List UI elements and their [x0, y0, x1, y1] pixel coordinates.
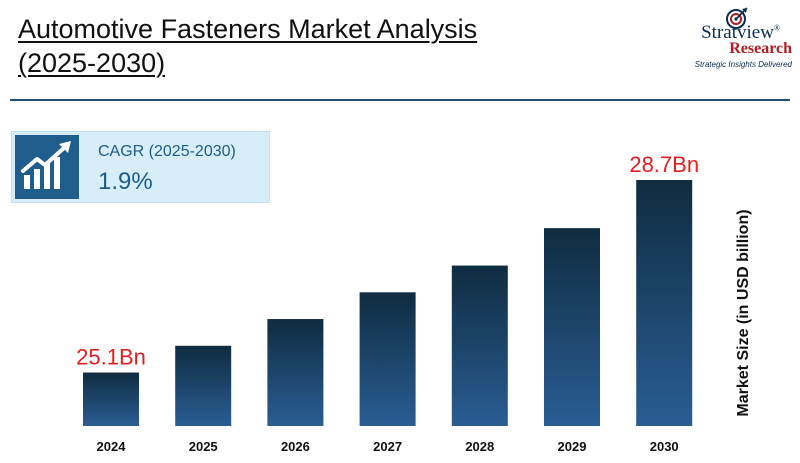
x-tick-label-2027: 2027: [373, 439, 402, 454]
title-line-1: Automotive Fasteners Market Analysis: [18, 14, 478, 44]
title-line-2: (2025-2030): [18, 48, 166, 78]
cagr-card: CAGR (2025-2030) 1.9%: [11, 131, 270, 203]
logo-registered: ®: [773, 23, 780, 33]
x-tick-label-2025: 2025: [189, 439, 218, 454]
cagr-label: CAGR (2025-2030): [98, 143, 236, 160]
bar-2030: [636, 180, 693, 426]
data-label-2030: 28.7Bn: [629, 152, 699, 177]
logo-brand-sub: Research: [729, 40, 792, 57]
header-divider: [10, 99, 790, 101]
bar-2027: [359, 292, 416, 426]
bar-2029: [544, 228, 600, 426]
x-tick-label-2029: 2029: [558, 439, 587, 454]
growth-chart-icon: [15, 135, 79, 199]
bar-2028: [451, 265, 508, 426]
data-label-2024: 25.1Bn: [76, 345, 146, 370]
page-title: Automotive Fasteners Market Analysis (20…: [18, 12, 477, 80]
logo-tagline: Strategic Insights Delivered: [694, 60, 792, 69]
cagr-value: 1.9%: [98, 168, 153, 195]
x-tick-label-2028: 2028: [465, 439, 494, 454]
x-tick-label-2026: 2026: [281, 439, 310, 454]
bar-2026: [267, 319, 324, 426]
x-tick-label-2024: 2024: [97, 439, 127, 454]
bar-2025: [175, 345, 232, 426]
stratview-logo: Stratview® Research Strategic Insights D…: [676, 6, 796, 76]
logo-brand: Stratview®: [701, 22, 780, 43]
target-arrow-icon: [726, 7, 748, 29]
x-tick-label-2030: 2030: [650, 439, 679, 454]
bar-2024: [83, 372, 139, 426]
